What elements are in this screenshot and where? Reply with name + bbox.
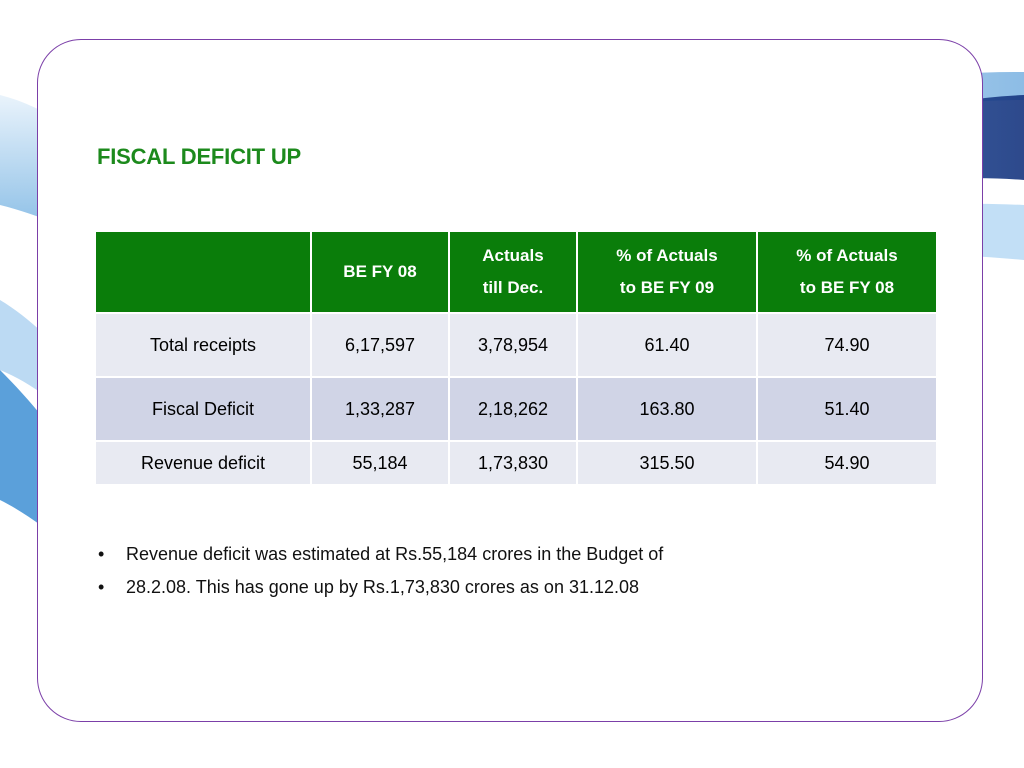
table-cell: 3,78,954	[448, 312, 578, 378]
table-header-row: BE FY 08 Actuals till Dec. % of Actuals to…	[94, 230, 938, 314]
table-header-cell: Actuals till Dec.	[448, 230, 578, 314]
bullet-dot: •	[98, 577, 105, 597]
bullet-dot: •	[98, 544, 105, 564]
table-cell: 54.90	[756, 440, 938, 486]
table-header-cell	[94, 230, 312, 314]
table-row: Revenue deficit 55,184 1,73,830 315.50 5…	[94, 440, 938, 486]
table-cell: 2,18,262	[448, 376, 578, 442]
table-cell: 74.90	[756, 312, 938, 378]
bullet-item: • 28.2.08. This has gone up by Rs.1,73,83…	[98, 573, 663, 606]
table-header-cell: % of Actuals to BE FY 09	[576, 230, 758, 314]
table-cell: 51.40	[756, 376, 938, 442]
slide-title: FISCAL DEFICIT UP	[97, 144, 301, 169]
table-cell: Total receipts	[94, 312, 312, 378]
table-cell: 315.50	[576, 440, 758, 486]
table-row: Total receipts 6,17,597 3,78,954 61.40 7…	[94, 312, 938, 378]
table-cell: 1,33,287	[310, 376, 450, 442]
table-cell: 6,17,597	[310, 312, 450, 378]
table-cell: 163.80	[576, 376, 758, 442]
table-header-cell: BE FY 08	[310, 230, 450, 314]
bullet-item: • Revenue deficit was estimated at Rs.55,…	[98, 540, 663, 573]
fiscal-table: BE FY 08 Actuals till Dec. % of Actuals to…	[94, 230, 938, 486]
bullet-list: • Revenue deficit was estimated at Rs.55,…	[98, 540, 663, 606]
table-cell: Revenue deficit	[94, 440, 312, 486]
table-cell: 55,184	[310, 440, 450, 486]
table-cell: 1,73,830	[448, 440, 578, 486]
table-row: Fiscal Deficit 1,33,287 2,18,262 163.80 …	[94, 376, 938, 442]
table-header-cell: % of Actuals to BE FY 08	[756, 230, 938, 314]
table-cell: 61.40	[576, 312, 758, 378]
table-cell: Fiscal Deficit	[94, 376, 312, 442]
